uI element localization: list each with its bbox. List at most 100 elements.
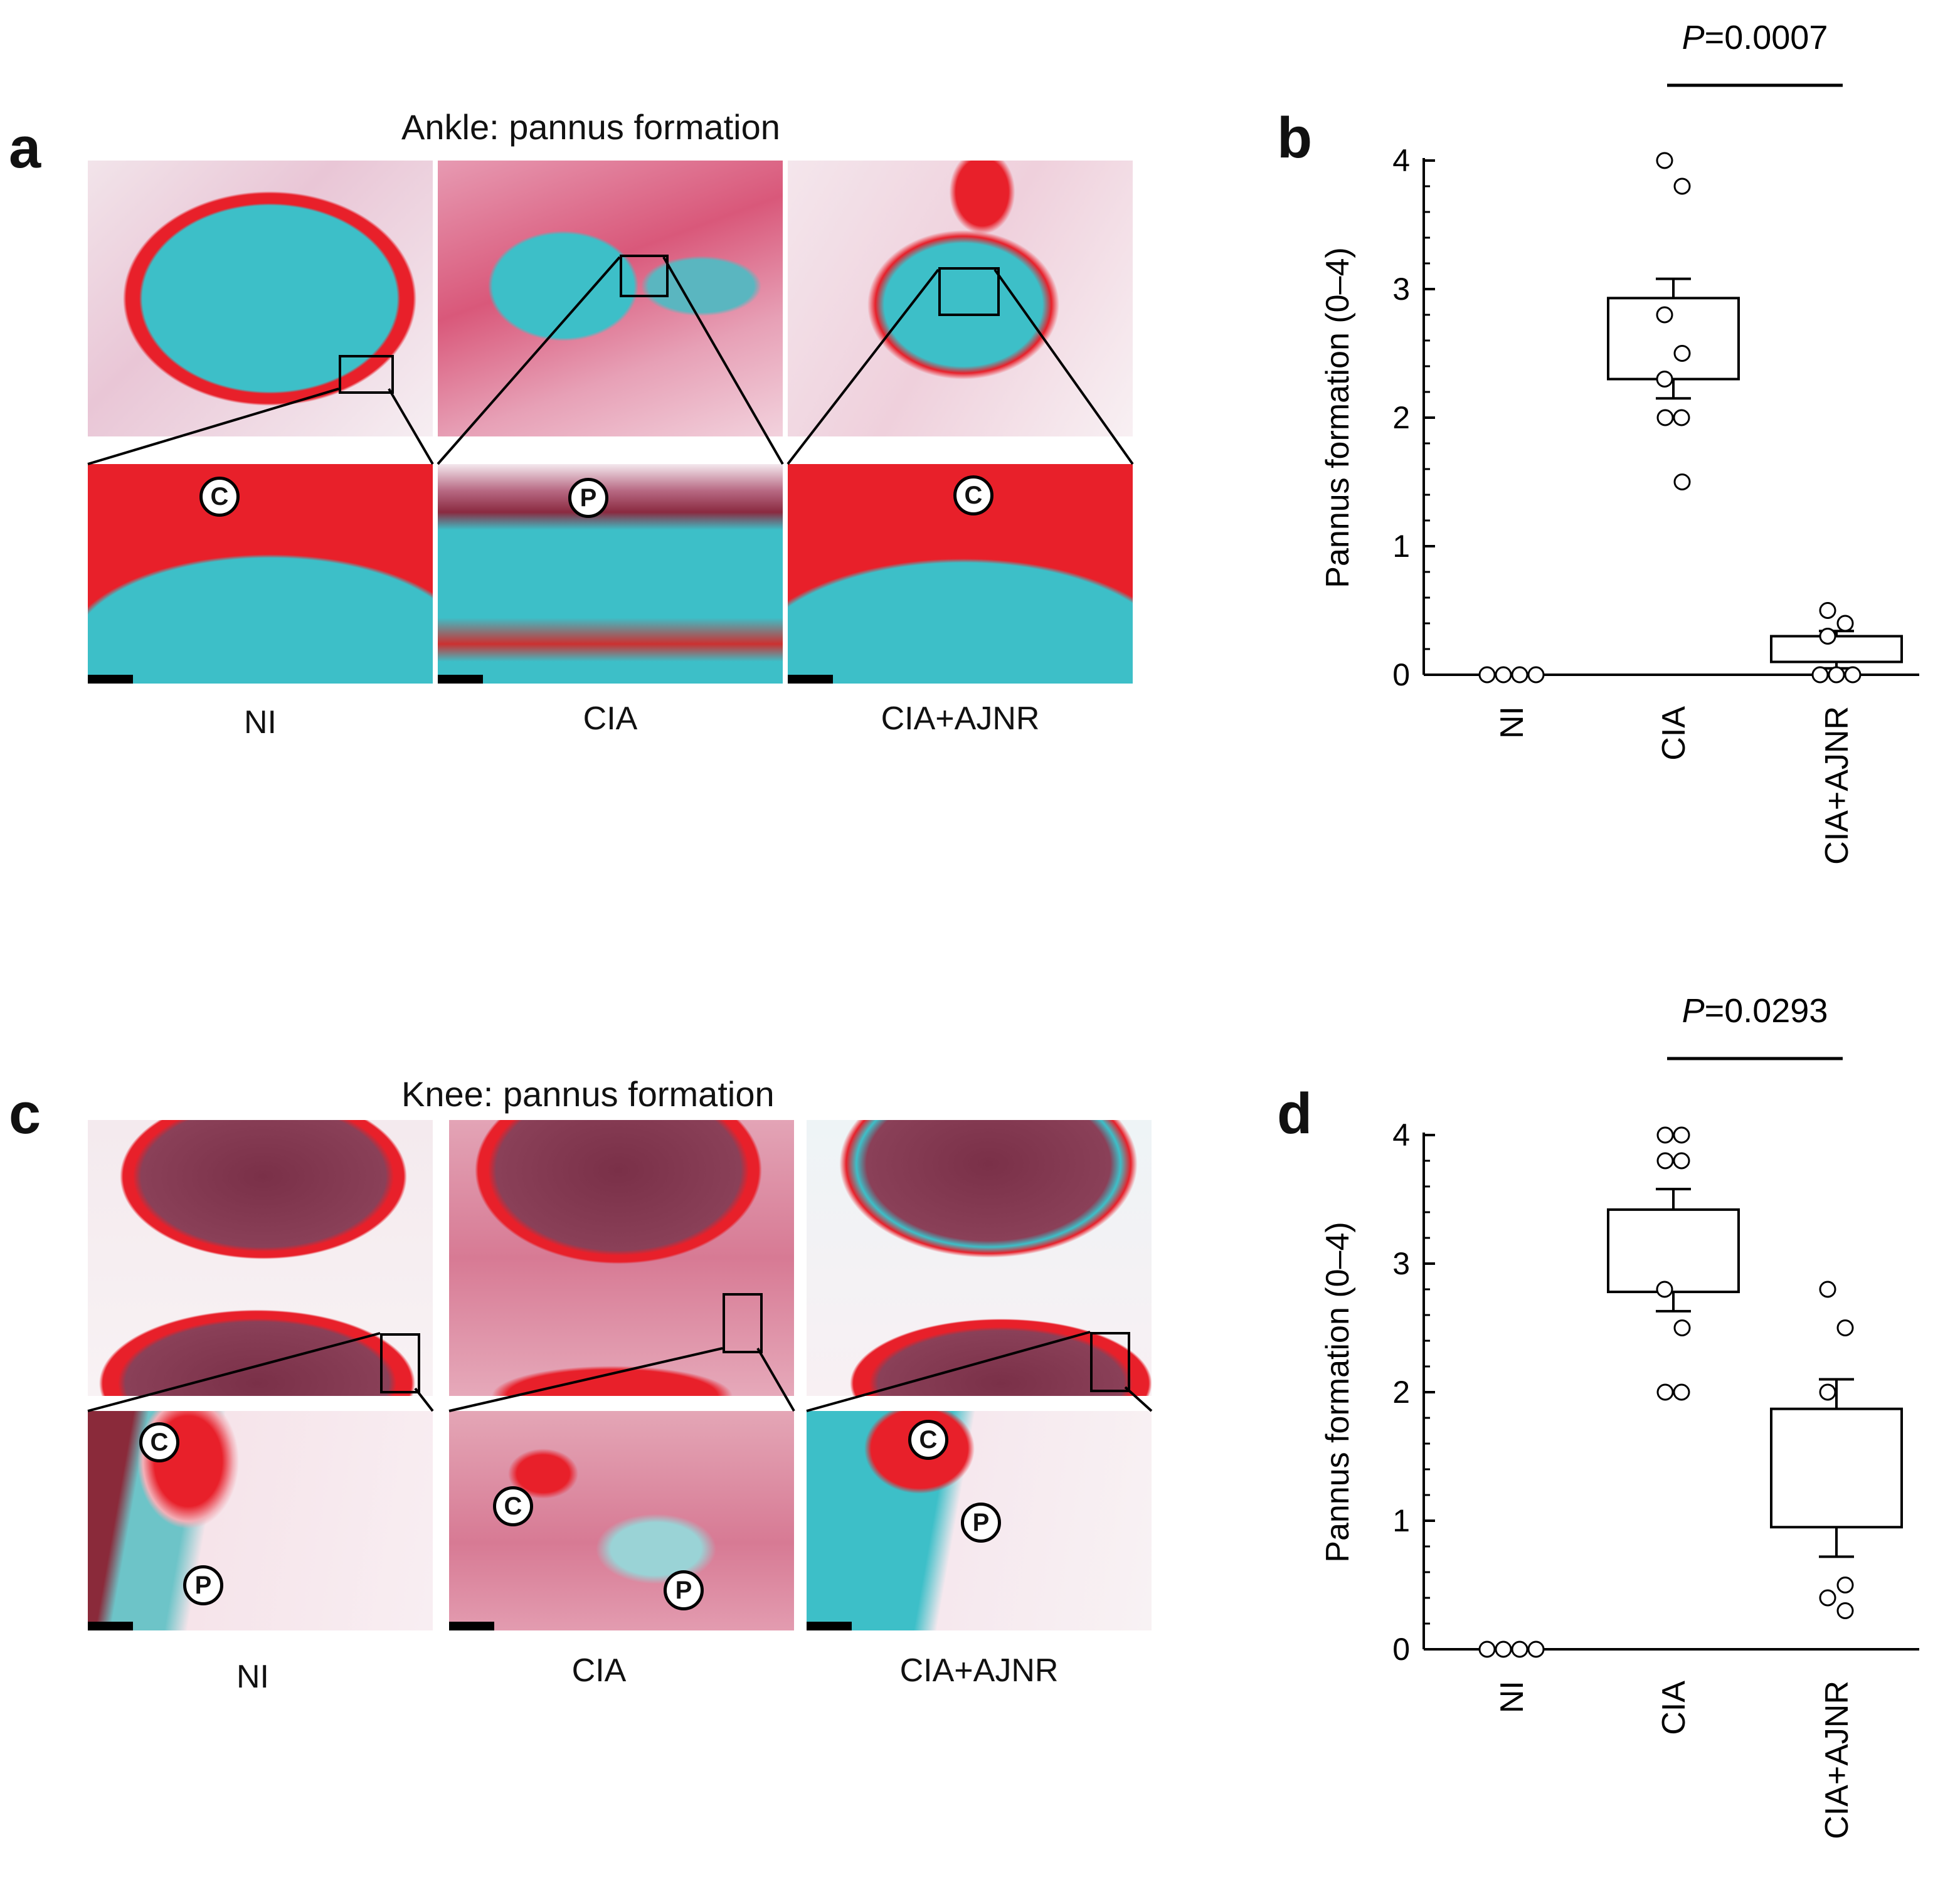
knee-cia-overview: [449, 1120, 794, 1396]
y-tick-label: 1: [1392, 1503, 1410, 1538]
data-point: [1673, 177, 1691, 195]
panel-a-micrographs: C P C NI CIA CIA+AJNR: [0, 0, 1154, 753]
data-point: [1828, 666, 1845, 684]
knee-ni-overview: [88, 1120, 433, 1396]
zoom-box: [1090, 1332, 1130, 1392]
cartilage-marker: C: [139, 1422, 179, 1462]
x-tick-label: NI: [1494, 1681, 1530, 1713]
data-point: [1511, 666, 1528, 684]
data-point: [1673, 473, 1691, 490]
panel-label-d: d: [1277, 1082, 1313, 1146]
y-tick-label: 2: [1392, 400, 1410, 435]
knee-cia-ajnr-overview: [807, 1120, 1152, 1396]
panel-a-title: Ankle: pannus formation: [401, 107, 780, 147]
scale-bar: [807, 1622, 852, 1630]
data-point: [1673, 1126, 1690, 1144]
pannus-marker: P: [664, 1570, 704, 1610]
x-tick-label: CIA: [1656, 706, 1692, 761]
zoom-connectors-a: [87, 256, 1134, 465]
zoom-box: [339, 355, 394, 394]
y-tick-label: 0: [1392, 1632, 1410, 1667]
data-point: [1819, 628, 1836, 645]
box: [1770, 635, 1903, 663]
data-point: [1673, 409, 1690, 426]
y-tick-label: 4: [1392, 1117, 1410, 1153]
data-point: [1836, 1319, 1854, 1336]
ankle-cia-ajnr-zoom: C: [788, 464, 1133, 684]
scale-bar: [88, 1622, 133, 1630]
data-point: [1656, 306, 1673, 324]
condition-label-ni: NI: [244, 704, 277, 741]
zoom-box: [380, 1333, 420, 1393]
data-point: [1811, 666, 1829, 684]
data-point: [1819, 1383, 1836, 1401]
zoom-box: [723, 1293, 763, 1353]
data-point: [1527, 1640, 1545, 1658]
y-tick-label: 1: [1392, 529, 1410, 564]
y-axis-label: Pannus formation (0–4): [1320, 247, 1356, 588]
data-point: [1511, 1640, 1528, 1658]
condition-label-cia-ajnr: CIA+AJNR: [899, 1652, 1059, 1689]
scale-bar: [449, 1622, 494, 1630]
x-tick-label: CIA+AJNR: [1819, 1681, 1855, 1839]
data-point: [1836, 1602, 1854, 1619]
zoom-box: [938, 267, 1000, 316]
scale-bar: [438, 675, 483, 684]
chart-d: 0 1 2 3 4 Pannus formation (0–4) NI CIA CIA+AJNR…: [1320, 992, 1919, 1839]
data-point: [1656, 1383, 1674, 1401]
chart-b: 0 1 2 3 4 Pannus formation (0–4) NI CIA CIA+AJNR…: [1320, 19, 1919, 865]
pannus-marker: P: [568, 478, 608, 518]
cartilage-marker: C: [493, 1486, 533, 1526]
data-point: [1478, 666, 1496, 684]
box: [1770, 1407, 1903, 1529]
data-point: [1673, 1319, 1691, 1336]
condition-label-ni: NI: [236, 1659, 269, 1695]
data-point: [1495, 1640, 1512, 1658]
ankle-ni-overview: [88, 161, 433, 436]
scale-bar: [88, 675, 133, 684]
data-point: [1656, 152, 1673, 169]
knee-cia-ajnr-zoom: C P: [807, 1411, 1152, 1630]
data-point: [1478, 1640, 1496, 1658]
data-point: [1656, 409, 1674, 426]
knee-cia-zoom: C P: [449, 1411, 794, 1630]
data-point: [1656, 1281, 1673, 1298]
y-tick-label: 0: [1392, 657, 1410, 692]
knee-ni-zoom: C P: [88, 1411, 433, 1630]
panel-label-c: c: [9, 1082, 41, 1146]
cartilage-marker: C: [953, 475, 993, 515]
y-tick-label: 4: [1392, 143, 1410, 178]
data-point: [1673, 1152, 1690, 1170]
y-axis-label: Pannus formation (0–4): [1320, 1222, 1356, 1562]
data-point: [1819, 602, 1836, 619]
zoom-box: [620, 255, 669, 297]
data-point: [1495, 666, 1512, 684]
data-point: [1836, 615, 1854, 632]
y-tick-label: 3: [1392, 1246, 1410, 1281]
box: [1607, 297, 1740, 381]
data-point: [1844, 666, 1862, 684]
scale-bar: [788, 675, 833, 684]
panel-label-b: b: [1277, 106, 1313, 170]
x-tick-label: CIA: [1656, 1681, 1692, 1735]
panel-c-title: Knee: pannus formation: [401, 1074, 775, 1114]
pannus-marker: P: [961, 1503, 1001, 1543]
pannus-marker: P: [183, 1565, 223, 1605]
y-tick-label: 3: [1392, 272, 1410, 307]
ankle-cia-overview: [438, 161, 783, 436]
box: [1607, 1208, 1740, 1294]
data-point: [1673, 1383, 1690, 1401]
panel-label-a: a: [9, 116, 41, 180]
data-point: [1656, 1152, 1674, 1170]
data-point: [1819, 1281, 1836, 1298]
condition-label-cia: CIA: [571, 1652, 627, 1689]
data-point: [1673, 345, 1691, 362]
p-value-label: P=0.0007: [1682, 19, 1828, 56]
cartilage-marker: C: [908, 1420, 948, 1460]
data-point: [1819, 1589, 1836, 1607]
data-point: [1656, 1126, 1674, 1144]
ankle-cia-zoom: P: [438, 464, 783, 684]
y-tick-label: 2: [1392, 1375, 1410, 1410]
data-point: [1656, 371, 1673, 388]
x-tick-label: NI: [1494, 706, 1530, 739]
